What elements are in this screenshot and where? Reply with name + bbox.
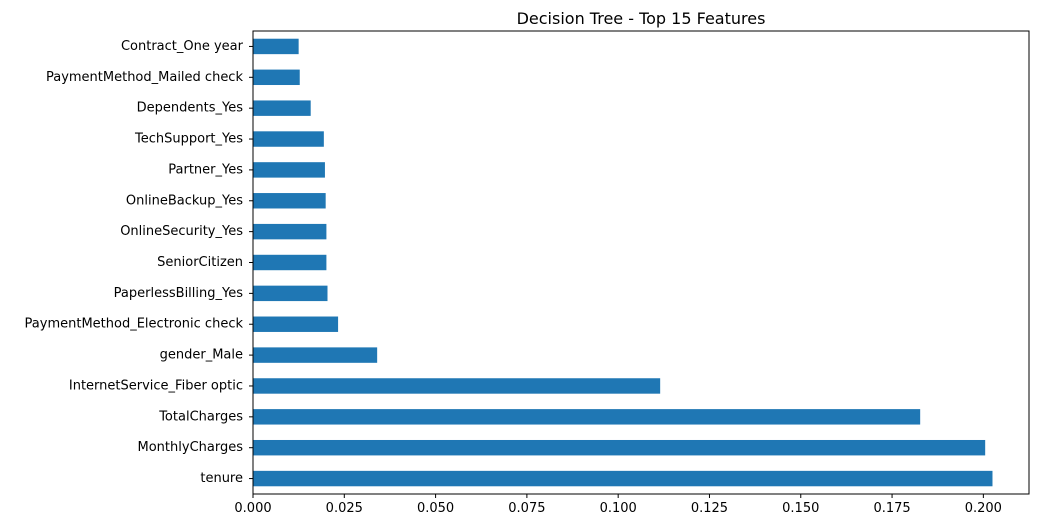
y-tick-label: SeniorCitizen [157, 255, 243, 270]
y-tick-label: Contract_One year [121, 39, 244, 54]
bar [253, 162, 325, 178]
bar [253, 316, 339, 332]
bar [253, 439, 986, 456]
y-tick-label: Dependents_Yes [137, 101, 244, 116]
x-axis: 0.000 0.025 0.050 0.075 0.100 0.125 0.150 0.175… [234, 494, 1002, 516]
bar [253, 254, 327, 271]
x-tick-label: 0.100 [600, 501, 637, 516]
bar [253, 223, 327, 240]
y-tick-label: tenure [200, 471, 243, 486]
bar [253, 347, 378, 363]
bar [253, 378, 661, 394]
plot-frame [252, 30, 1030, 495]
y-tick-label: OnlineBackup_Yes [126, 193, 243, 208]
bar [253, 285, 328, 302]
bar [253, 38, 299, 55]
y-axis: tenure MonthlyCharges TotalCharges Internet… [25, 39, 253, 486]
y-tick-label: PaymentMethod_Mailed check [46, 70, 243, 85]
x-tick-label: 0.175 [873, 501, 910, 516]
chart-title: Decision Tree - Top 15 Features [517, 9, 766, 28]
x-tick-label: 0.075 [508, 501, 545, 516]
y-tick-label: PaperlessBilling_Yes [114, 286, 244, 301]
bar [253, 100, 311, 116]
bar [253, 69, 300, 86]
x-tick-label: 0.000 [234, 501, 271, 516]
bar [253, 193, 326, 209]
y-tick-label: PaymentMethod_Electronic check [25, 317, 244, 332]
x-tick-label: 0.125 [691, 501, 728, 516]
y-tick-label: InternetService_Fiber optic [69, 378, 243, 393]
y-tick-label: MonthlyCharges [138, 440, 244, 455]
y-tick-label: Partner_Yes [168, 162, 243, 177]
y-tick-label: TechSupport_Yes [134, 132, 243, 147]
x-tick-label: 0.025 [326, 501, 363, 516]
x-tick-label: 0.200 [965, 501, 1002, 516]
x-tick-label: 0.050 [417, 501, 454, 516]
y-tick-label: TotalCharges [158, 409, 243, 424]
y-tick-label: OnlineSecurity_Yes [120, 224, 243, 239]
bar [253, 409, 921, 425]
y-tick-label: gender_Male [160, 348, 243, 363]
bars-layer [253, 38, 993, 487]
x-tick-label: 0.150 [782, 501, 819, 516]
bar [253, 131, 324, 147]
bar [253, 470, 993, 487]
